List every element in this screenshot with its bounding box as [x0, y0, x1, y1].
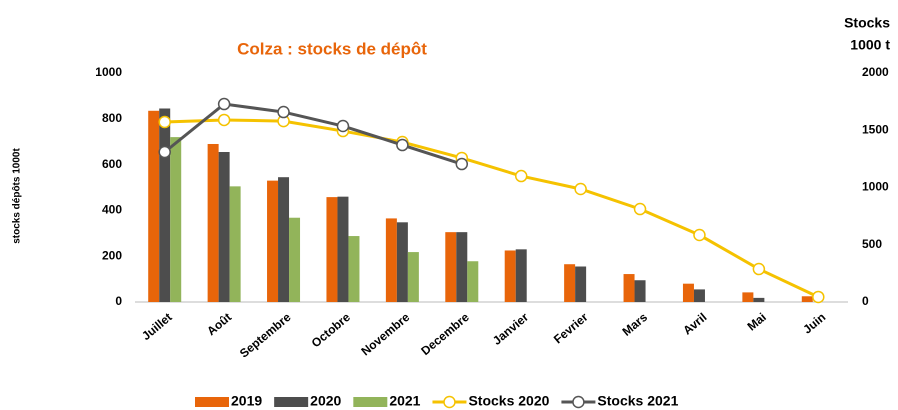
line-point — [158, 115, 171, 129]
y2-tick-label: 1000 — [862, 180, 889, 194]
y-tick-label: 1000 — [95, 65, 122, 79]
legend-swatch — [353, 397, 388, 407]
bar — [385, 218, 397, 302]
bar — [456, 232, 468, 302]
y2-axis-label: 1000 t — [850, 37, 890, 53]
line-point — [752, 262, 766, 276]
y2-axis-label: Stocks — [844, 15, 890, 31]
line — [163, 102, 463, 166]
x-tick-label: Septembre — [237, 310, 294, 361]
bar — [467, 261, 479, 302]
bar — [504, 250, 516, 302]
y2-tick-label: 0 — [862, 294, 869, 308]
bar — [170, 137, 182, 302]
bar — [326, 197, 338, 302]
line-point — [693, 228, 706, 242]
y2-tick-label: 500 — [862, 237, 882, 251]
legend-swatch — [274, 397, 309, 407]
line-point — [396, 138, 409, 152]
bar — [148, 110, 160, 302]
y-tick-label: 0 — [115, 294, 122, 308]
bar — [229, 186, 241, 302]
legend-label: 2021 — [389, 393, 420, 409]
y-tick-label: 800 — [102, 111, 122, 125]
bar — [634, 280, 646, 302]
bar — [289, 217, 301, 302]
x-tick-label: Octobre — [309, 310, 353, 351]
bar — [693, 289, 705, 302]
line-point — [455, 157, 469, 171]
bar — [159, 108, 171, 303]
chart-title: Colza : stocks de dépôt — [237, 39, 427, 58]
bar — [742, 292, 754, 302]
y2-tick-label: 2000 — [862, 65, 889, 79]
x-tick-label: Mai — [745, 310, 769, 334]
line-point — [812, 290, 825, 304]
line-point — [514, 169, 528, 183]
line-point — [574, 182, 587, 196]
bar — [564, 264, 576, 302]
legend-label: Stocks 2020 — [468, 393, 549, 409]
x-tick-label: Août — [204, 310, 234, 338]
line-point — [158, 145, 171, 159]
x-tick-label: Mars — [620, 310, 651, 339]
bar — [801, 296, 813, 302]
bar — [396, 222, 408, 302]
line — [164, 118, 819, 299]
bar — [515, 249, 527, 302]
line-point — [277, 105, 290, 119]
bar — [218, 152, 230, 302]
y-axis-label: stocks dépôts 1000t — [12, 148, 23, 244]
bar — [207, 143, 219, 302]
line-point — [633, 202, 647, 216]
x-tick-label: Decembre — [418, 310, 472, 358]
y-tick-label: 600 — [102, 157, 122, 171]
bar — [623, 274, 635, 302]
bar — [267, 180, 279, 302]
bar — [753, 297, 765, 302]
x-tick-label: Avril — [680, 310, 709, 338]
legend-label: Stocks 2021 — [597, 393, 678, 409]
legend-swatch — [572, 395, 585, 409]
line-point — [217, 97, 231, 111]
x-tick-label: Novembre — [358, 310, 412, 359]
bar — [407, 252, 419, 302]
bar — [337, 196, 349, 302]
y-tick-label: 200 — [102, 248, 122, 262]
y2-tick-label: 1500 — [862, 122, 889, 136]
x-tick-label: Janvier — [490, 310, 531, 348]
legend-label: 2020 — [310, 393, 341, 409]
legend-swatch — [443, 395, 456, 409]
bar — [682, 283, 694, 302]
bar — [445, 232, 457, 302]
line-point — [217, 113, 231, 127]
legend-swatch — [195, 397, 229, 407]
bar — [348, 236, 360, 302]
line-point — [336, 119, 350, 133]
legend-label: 2019 — [231, 393, 262, 409]
x-tick-label: Juillet — [139, 310, 175, 343]
x-tick-label: Fevrier — [551, 310, 591, 347]
bar — [575, 266, 587, 302]
y-tick-label: 400 — [102, 203, 122, 217]
bar — [278, 177, 290, 302]
x-tick-label: Juin — [800, 310, 828, 337]
